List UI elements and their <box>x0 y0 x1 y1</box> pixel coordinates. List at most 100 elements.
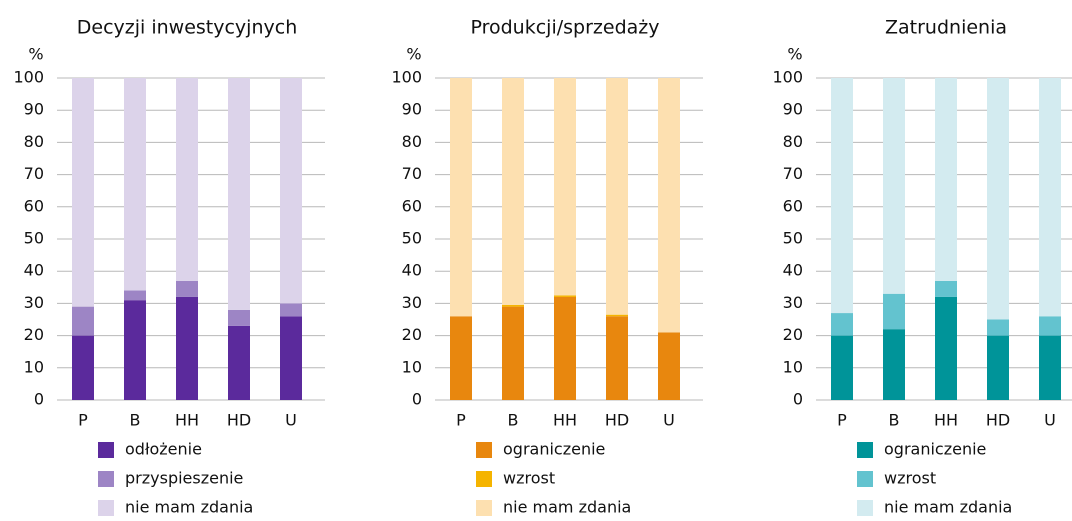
bar-segment <box>554 78 576 296</box>
bar-segment <box>228 309 250 326</box>
legend-swatch <box>857 500 873 516</box>
x-tick-label: HH <box>175 411 199 430</box>
bar-segment <box>124 78 146 291</box>
legend-swatch <box>857 471 873 487</box>
y-tick-label: 30 <box>24 293 44 312</box>
legend-swatch <box>98 471 114 487</box>
x-tick-label: HH <box>553 411 577 430</box>
bar-segment <box>831 78 853 314</box>
y-tick-label: 70 <box>402 164 422 183</box>
x-tick-label: HH <box>934 411 958 430</box>
bar-segment <box>987 335 1009 400</box>
y-tick-label: 90 <box>783 100 803 119</box>
bar-segment <box>72 306 94 336</box>
y-axis-label: % <box>406 45 421 64</box>
legend-label: przyspieszenie <box>125 469 243 488</box>
x-tick-label: B <box>889 411 900 430</box>
y-axis-label: % <box>787 45 802 64</box>
y-tick-label: 10 <box>24 357 44 376</box>
bar-segment <box>280 78 302 304</box>
y-tick-label: 50 <box>24 229 44 248</box>
y-tick-label: 10 <box>402 357 422 376</box>
bar-segment <box>606 316 628 400</box>
y-tick-label: 80 <box>24 132 44 151</box>
x-tick-label: P <box>456 411 466 430</box>
y-tick-label: 20 <box>402 325 422 344</box>
bar-segment <box>606 314 628 317</box>
x-tick-label: U <box>663 411 675 430</box>
bar-segment <box>502 305 524 307</box>
bar-segment <box>883 329 905 400</box>
y-tick-label: 90 <box>24 100 44 119</box>
bar-segment <box>1039 78 1061 317</box>
legend-label: nie mam zdania <box>884 498 1012 517</box>
chart-title: Decyzji inwestycyjnych <box>77 17 297 39</box>
bar-segment <box>883 78 905 294</box>
bar-segment <box>280 316 302 400</box>
bar-segment <box>554 295 576 297</box>
bar-segment <box>450 78 472 317</box>
bar-segment <box>228 78 250 310</box>
bar-segment <box>72 335 94 400</box>
y-tick-label: 50 <box>783 229 803 248</box>
y-tick-label: 0 <box>793 390 803 409</box>
legend-label: wzrost <box>884 469 936 488</box>
bar-segment <box>1039 335 1061 400</box>
legend-swatch <box>476 471 492 487</box>
x-tick-label: P <box>78 411 88 430</box>
y-tick-label: 30 <box>402 293 422 312</box>
legend-label: wzrost <box>503 469 555 488</box>
y-tick-label: 40 <box>402 261 422 280</box>
bar-segment <box>176 78 198 281</box>
y-tick-label: 70 <box>24 164 44 183</box>
y-tick-label: 20 <box>24 325 44 344</box>
x-tick-label: HD <box>986 411 1010 430</box>
bar-segment <box>1039 316 1061 336</box>
x-tick-label: B <box>130 411 141 430</box>
x-tick-label: B <box>508 411 519 430</box>
x-tick-label: P <box>837 411 847 430</box>
bar-segment <box>176 296 198 400</box>
legend-label: odłożenie <box>125 440 202 459</box>
bar-segment <box>658 78 680 333</box>
y-tick-label: 90 <box>402 100 422 119</box>
bar-segment <box>502 78 524 306</box>
x-tick-label: HD <box>227 411 251 430</box>
legend-swatch <box>857 442 873 458</box>
legend-label: nie mam zdania <box>503 498 631 517</box>
x-tick-label: HD <box>605 411 629 430</box>
y-tick-label: 70 <box>783 164 803 183</box>
legend-swatch <box>476 442 492 458</box>
x-tick-label: U <box>285 411 297 430</box>
bar-segment <box>658 332 680 400</box>
bar-segment <box>935 280 957 297</box>
y-tick-label: 30 <box>783 293 803 312</box>
y-tick-label: 10 <box>783 357 803 376</box>
bar-segment <box>228 325 250 400</box>
y-tick-label: 60 <box>402 196 422 215</box>
bar-segment <box>831 335 853 400</box>
bar-segment <box>280 303 302 317</box>
bar-segment <box>124 290 146 301</box>
bar-segment <box>124 300 146 400</box>
x-tick-label: U <box>1044 411 1056 430</box>
y-tick-label: 100 <box>391 68 422 87</box>
y-tick-label: 40 <box>783 261 803 280</box>
bar-segment <box>554 296 576 400</box>
bar-segment <box>831 313 853 336</box>
chart-title: Zatrudnienia <box>885 17 1007 39</box>
y-tick-label: 0 <box>34 390 44 409</box>
chart-title: Produkcji/sprzedaży <box>470 17 659 39</box>
bar-segment <box>502 306 524 400</box>
bar-segment <box>987 78 1009 320</box>
bar-segment <box>883 293 905 330</box>
y-axis-label: % <box>28 45 43 64</box>
y-tick-label: 100 <box>13 68 44 87</box>
y-tick-label: 100 <box>772 68 803 87</box>
bar-segment <box>987 319 1009 336</box>
y-tick-label: 0 <box>412 390 422 409</box>
legend-label: ograniczenie <box>884 440 986 459</box>
legend-swatch <box>98 442 114 458</box>
bar-segment <box>450 316 472 400</box>
